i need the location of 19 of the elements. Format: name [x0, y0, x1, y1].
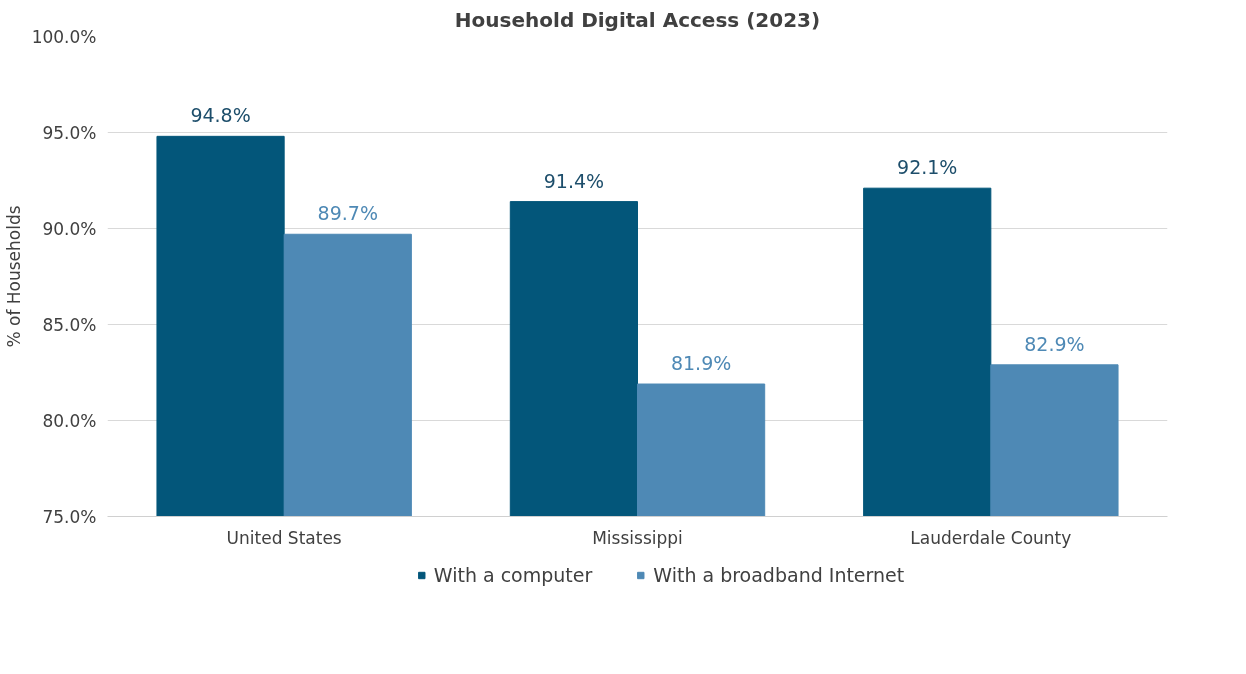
x-tick-label: United States — [226, 527, 342, 548]
y-tick-label: 100.0% — [31, 26, 97, 47]
y-tick-label: 95.0% — [42, 122, 97, 143]
y-tick-label: 80.0% — [42, 410, 97, 431]
y-axis-title: % of Households — [3, 205, 24, 348]
legend-label: With a computer — [433, 564, 593, 586]
y-tick-label: 90.0% — [42, 218, 97, 239]
y-tick-label: 85.0% — [42, 314, 97, 335]
x-tick-label: Lauderdale County — [910, 527, 1072, 548]
legend-label: With a broadband Internet — [653, 564, 905, 586]
y-tick-label: 75.0% — [42, 506, 97, 527]
x-tick-label: Mississippi — [592, 527, 683, 548]
chart-title: Household Digital Access (2023) — [454, 7, 821, 32]
data-label: 82.9% — [1024, 332, 1085, 355]
data-label: 81.9% — [670, 352, 732, 375]
data-label: 89.7% — [317, 202, 378, 225]
data-label: 91.4% — [543, 169, 605, 192]
data-label: 94.8% — [190, 104, 251, 127]
data-label: 92.1% — [897, 156, 958, 179]
